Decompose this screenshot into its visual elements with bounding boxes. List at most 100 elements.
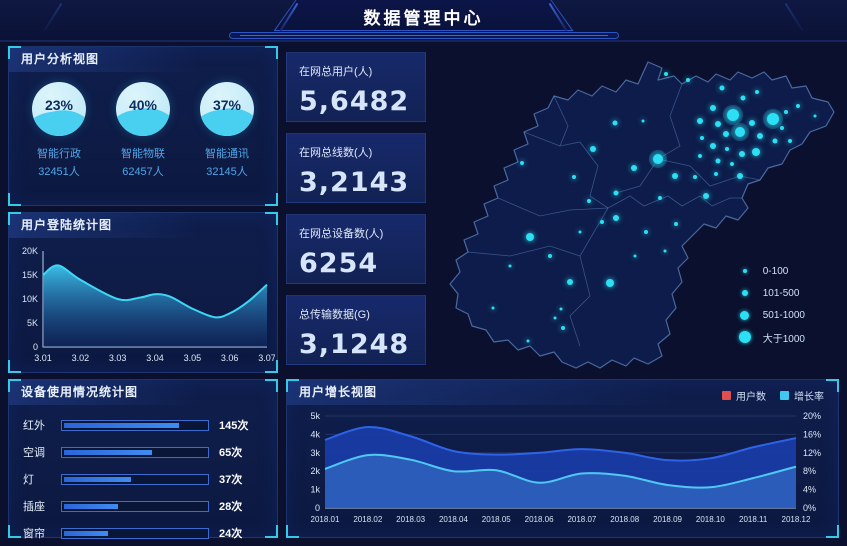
svg-text:5K: 5K xyxy=(27,318,38,328)
map-legend-item-3: 大于1000 xyxy=(737,326,805,348)
svg-text:2k: 2k xyxy=(310,466,320,476)
panel-user-analysis: 用户分析视图 23% 智能行政 32451人 40% 智能物联 62457人 37% 智能通讯… xyxy=(8,46,278,206)
stat-value: 3,2143 xyxy=(299,167,410,198)
svg-text:0: 0 xyxy=(315,503,320,513)
svg-text:1k: 1k xyxy=(310,485,320,495)
growth-legend-swatch xyxy=(780,391,789,400)
gauge-label: 智能行政 xyxy=(37,148,81,160)
map-legend-item-1: 101-500 xyxy=(737,282,805,304)
svg-text:2018.11: 2018.11 xyxy=(739,515,768,524)
device-bar-value: 24次 xyxy=(219,528,243,540)
gauge-row: 23% 智能行政 32451人 40% 智能物联 62457人 37% 智能通讯 32145人 xyxy=(9,72,277,179)
svg-text:0%: 0% xyxy=(803,503,816,513)
page-title: 数据管理中心 xyxy=(363,9,484,28)
gauge-1: 40% 智能物联 62457人 xyxy=(105,82,181,179)
stat-card-1: 在网总线数(人) 3,2143 xyxy=(286,133,426,203)
device-bar-row-1: 空调 65次 xyxy=(23,444,263,460)
panel-title-user-growth: 用户增长视图 xyxy=(287,380,838,405)
svg-text:16%: 16% xyxy=(803,429,821,439)
stat-label: 总传输数据(G) xyxy=(299,309,370,321)
map-legend-label: 大于1000 xyxy=(762,333,805,345)
stat-value: 3,1248 xyxy=(299,329,410,360)
device-bar-row-4: 窗帘 24次 xyxy=(23,525,263,541)
gauge-label: 智能通讯 xyxy=(205,148,249,160)
svg-text:2018.10: 2018.10 xyxy=(696,515,725,524)
device-bar-label: 插座 xyxy=(23,501,45,513)
svg-text:4%: 4% xyxy=(803,485,816,495)
svg-text:3.01: 3.01 xyxy=(34,353,52,363)
map-legend-dot xyxy=(741,290,748,296)
panel-login-stats: 用户登陆统计图 0 5K 10K 15K 20K 3.01 3.02 3.03 3.04 3.05… xyxy=(8,212,278,373)
svg-text:20K: 20K xyxy=(22,246,38,256)
panel-device-usage: 设备使用情况统计图 红外 145次 空调 65次灯 37次 插座 28次 窗帘 24次 xyxy=(8,379,278,541)
gauge-label: 智能物联 xyxy=(121,148,165,160)
map-legend-dot xyxy=(742,269,747,273)
svg-text:3k: 3k xyxy=(310,448,320,458)
map-legend-dot xyxy=(740,310,750,320)
stat-label: 在网总设备数(人) xyxy=(299,228,384,240)
svg-text:2018.06: 2018.06 xyxy=(525,515,554,524)
svg-text:3.03: 3.03 xyxy=(109,353,127,363)
device-bar-label: 灯 xyxy=(23,474,34,486)
device-bar-label: 空调 xyxy=(23,447,45,459)
svg-text:4k: 4k xyxy=(310,429,320,439)
device-bar-fill xyxy=(64,422,180,428)
device-bar-row-3: 插座 28次 xyxy=(23,498,263,514)
device-bar-value: 65次 xyxy=(219,447,243,459)
svg-text:2018.05: 2018.05 xyxy=(482,515,511,524)
svg-text:3.05: 3.05 xyxy=(184,353,202,363)
growth-legend-label: 增长率 xyxy=(794,392,824,403)
device-bar-row-0: 红外 145次 xyxy=(23,417,263,433)
device-bar-track xyxy=(61,419,209,431)
device-bar-track xyxy=(61,527,209,539)
gauge-bubble: 40% xyxy=(116,82,170,136)
svg-text:5k: 5k xyxy=(310,411,320,421)
svg-text:2018.12: 2018.12 xyxy=(782,515,811,524)
map-dots xyxy=(491,72,817,343)
stat-label: 在网总用户(人) xyxy=(299,66,373,78)
header-deco-bar xyxy=(228,32,619,39)
login-chart: 0 5K 10K 15K 20K 3.01 3.02 3.03 3.04 3.05 3.06 3.07 xyxy=(22,246,275,363)
map-legend-item-0: 0-100 xyxy=(737,260,805,282)
device-bar-fill xyxy=(64,503,118,509)
svg-text:15K: 15K xyxy=(22,270,38,280)
device-bar-track xyxy=(61,446,209,458)
svg-text:3.07: 3.07 xyxy=(258,353,275,363)
device-bar-value: 145次 xyxy=(219,420,249,432)
gauge-percent: 37% xyxy=(212,97,242,113)
panel-title-user-analysis: 用户分析视图 xyxy=(9,47,277,72)
svg-text:3.06: 3.06 xyxy=(221,353,239,363)
stat-value: 6254 xyxy=(299,248,379,279)
gauge-bubble: 23% xyxy=(32,82,86,136)
panel-user-growth: 用户增长视图 用户数 增长率 0 1k 2k 3k 4k 5k 0% 4% 8% 12% 16% 20%… xyxy=(286,379,839,538)
panel-title-login-stats: 用户登陆统计图 xyxy=(9,213,277,238)
map-legend: 0-100 101-500 501-1000 大于1000 xyxy=(737,260,805,348)
header-title-plate xyxy=(273,0,574,31)
svg-text:3.04: 3.04 xyxy=(146,353,164,363)
map-legend-item-2: 501-1000 xyxy=(737,304,805,326)
map-legend-dot-box xyxy=(737,310,753,320)
svg-text:2018.01: 2018.01 xyxy=(311,515,340,524)
device-bar-label: 窗帘 xyxy=(23,528,45,540)
device-bar-row-2: 灯 37次 xyxy=(23,471,263,487)
growth-legend-item-1[interactable]: 增长率 xyxy=(780,388,824,403)
growth-legend-item-0[interactable]: 用户数 xyxy=(722,388,766,403)
stat-card-0: 在网总用户(人) 5,6482 xyxy=(286,52,426,122)
growth-chart: 0 1k 2k 3k 4k 5k 0% 4% 8% 12% 16% 20% 2018.01 2018.02… xyxy=(310,411,821,524)
growth-legend: 用户数 增长率 xyxy=(722,388,824,403)
svg-text:20%: 20% xyxy=(803,411,821,421)
svg-text:2018.02: 2018.02 xyxy=(353,515,382,524)
growth-legend-label: 用户数 xyxy=(736,392,766,403)
svg-text:3.02: 3.02 xyxy=(72,353,90,363)
map-legend-label: 0-100 xyxy=(762,265,789,277)
device-bars: 红外 145次空调 65次灯 37次插座 28次窗帘 24次 xyxy=(9,405,277,541)
map-legend-dot-box xyxy=(737,331,753,343)
device-bar-value: 28次 xyxy=(219,501,243,513)
map-outline xyxy=(449,61,835,369)
gauge-count: 62457人 xyxy=(122,166,164,178)
stat-card-2: 在网总设备数(人) 6254 xyxy=(286,214,426,284)
map-legend-label: 101-500 xyxy=(762,287,800,299)
stat-label: 在网总线数(人) xyxy=(299,147,373,159)
device-bar-fill xyxy=(64,476,131,482)
